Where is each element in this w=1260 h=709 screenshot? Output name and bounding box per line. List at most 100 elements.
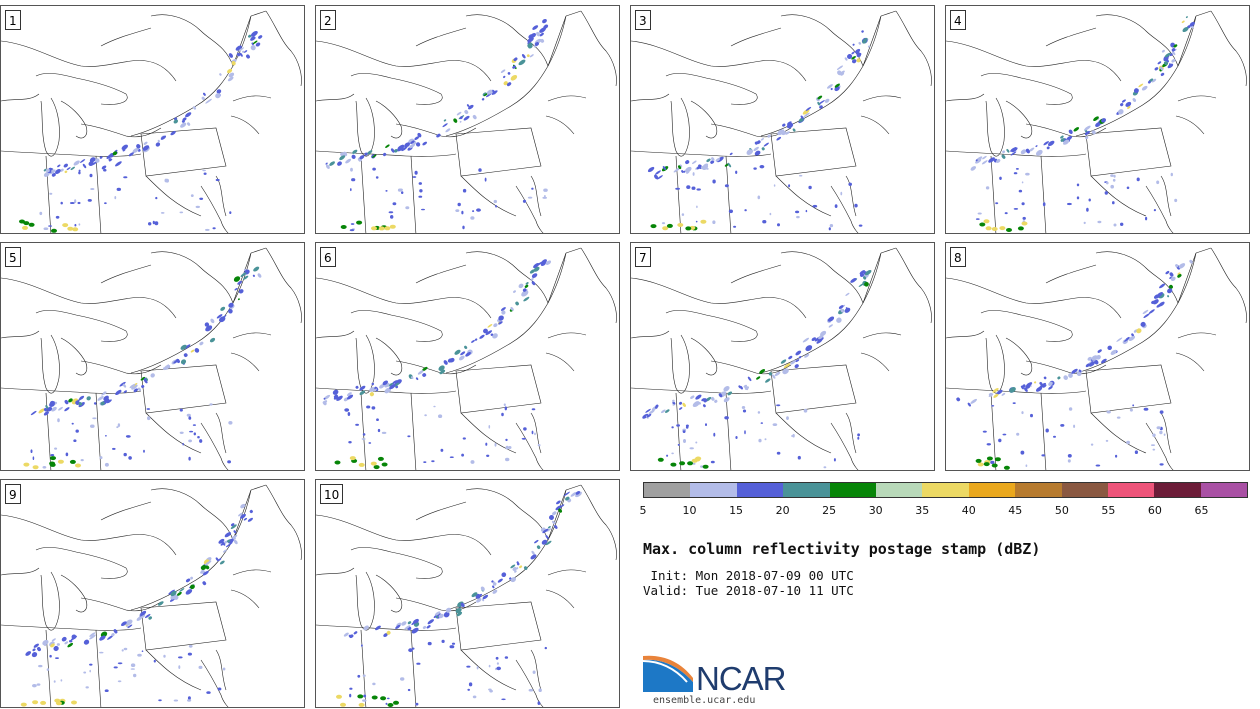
map-boundary-line <box>265 247 302 324</box>
reflectivity-cell <box>723 397 730 403</box>
reflectivity-cell <box>78 169 81 172</box>
reflectivity-cell <box>371 382 375 386</box>
reflectivity-cell <box>58 406 63 411</box>
reflectivity-cell <box>744 386 749 390</box>
reflectivity-cell <box>49 654 52 658</box>
reflectivity-cell <box>248 34 252 38</box>
reflectivity-cell <box>451 642 456 645</box>
reflectivity-cell <box>1015 168 1019 170</box>
reflectivity-cell <box>218 538 225 544</box>
reflectivity-cell <box>78 402 83 406</box>
reflectivity-cell <box>427 641 432 646</box>
reflectivity-cell <box>558 508 562 513</box>
reflectivity-cell <box>1013 172 1018 175</box>
map-boundary-line <box>1177 10 1212 67</box>
reflectivity-cell <box>242 50 245 53</box>
reflectivity-cell <box>36 683 41 686</box>
reflectivity-cell <box>148 222 152 226</box>
reflectivity-cell <box>479 334 485 339</box>
reflectivity-cell <box>137 387 141 392</box>
reflectivity-cell <box>547 526 551 529</box>
reflectivity-cell <box>227 460 232 464</box>
reflectivity-cell <box>685 426 689 429</box>
reflectivity-cell <box>182 442 184 446</box>
reflectivity-cell <box>492 589 498 594</box>
reflectivity-cell <box>1030 413 1033 418</box>
reflectivity-cell <box>80 459 84 462</box>
reflectivity-cell <box>691 186 696 190</box>
reflectivity-cell <box>677 443 680 446</box>
reflectivity-cell <box>199 341 204 346</box>
reflectivity-cell <box>388 382 393 387</box>
reflectivity-cell <box>692 401 700 408</box>
reflectivity-cell <box>867 45 871 48</box>
reflectivity-cell <box>468 104 474 110</box>
map-boundary-line <box>200 185 229 233</box>
map-boundary-line <box>1 624 142 631</box>
reflectivity-cell <box>515 567 519 570</box>
reflectivity-cell <box>115 161 122 167</box>
reflectivity-cell <box>776 404 781 407</box>
reflectivity-cell <box>1169 284 1173 289</box>
reflectivity-cell <box>75 429 79 433</box>
reflectivity-cell <box>203 92 206 96</box>
reflectivity-cell <box>695 394 702 400</box>
reflectivity-cell <box>1113 174 1116 178</box>
reflectivity-cell <box>523 427 527 431</box>
reflectivity-cell <box>654 174 659 180</box>
map-boundary-line <box>355 334 375 394</box>
reflectivity-cell <box>1189 259 1193 264</box>
reflectivity-cell <box>486 89 493 95</box>
reflectivity-cell <box>1088 198 1091 202</box>
reflectivity-cell <box>836 317 842 323</box>
reflectivity-cell <box>465 351 471 357</box>
reflectivity-cell <box>394 149 398 153</box>
reflectivity-cell <box>491 580 494 583</box>
reflectivity-cell <box>468 682 473 687</box>
reflectivity-cell <box>101 391 107 396</box>
reflectivity-cell <box>718 393 723 398</box>
reflectivity-cell <box>677 223 684 227</box>
map-boundary-line <box>675 392 682 470</box>
reflectivity-cell <box>1042 384 1047 388</box>
reflectivity-cell <box>77 201 81 205</box>
colorbar-segment <box>968 483 1016 497</box>
reflectivity-cell <box>78 171 81 175</box>
reflectivity-cell <box>460 351 466 356</box>
colorbar-tick-label: 30 <box>868 504 883 517</box>
reflectivity-cell <box>682 430 686 433</box>
reflectivity-cell <box>125 619 133 626</box>
map-boundary-line <box>515 185 544 233</box>
map-boundary-line <box>316 514 492 556</box>
reflectivity-cell <box>1020 385 1024 390</box>
reflectivity-cell <box>53 645 59 652</box>
map-boundary-line <box>60 100 88 139</box>
map-boundary-line <box>465 488 549 541</box>
map-boundary-line <box>830 422 859 470</box>
map-boundary-line <box>265 10 302 87</box>
reflectivity-cell <box>975 159 978 162</box>
reflectivity-cell <box>549 515 554 520</box>
reflectivity-cell <box>132 147 139 153</box>
reflectivity-cell <box>998 438 1002 443</box>
reflectivity-cell <box>552 511 557 516</box>
reflectivity-cell <box>459 120 462 123</box>
reflectivity-cell <box>796 215 800 219</box>
reflectivity-cell <box>795 350 802 356</box>
reflectivity-cell <box>537 701 541 705</box>
reflectivity-cell <box>758 438 762 443</box>
reflectivity-cell <box>491 90 498 95</box>
reflectivity-cell <box>537 261 543 266</box>
reflectivity-cell <box>1167 63 1174 69</box>
reflectivity-cell <box>179 211 184 214</box>
reflectivity-cell <box>415 377 419 381</box>
reflectivity-cell <box>222 667 226 671</box>
reflectivity-cell <box>229 211 232 215</box>
reflectivity-cell <box>956 397 961 402</box>
map-boundary-line <box>316 40 492 82</box>
reflectivity-cell <box>542 196 547 199</box>
reflectivity-cell <box>977 212 982 215</box>
reflectivity-cell <box>69 640 73 643</box>
reflectivity-cell <box>414 170 418 175</box>
reflectivity-cell <box>764 438 767 441</box>
